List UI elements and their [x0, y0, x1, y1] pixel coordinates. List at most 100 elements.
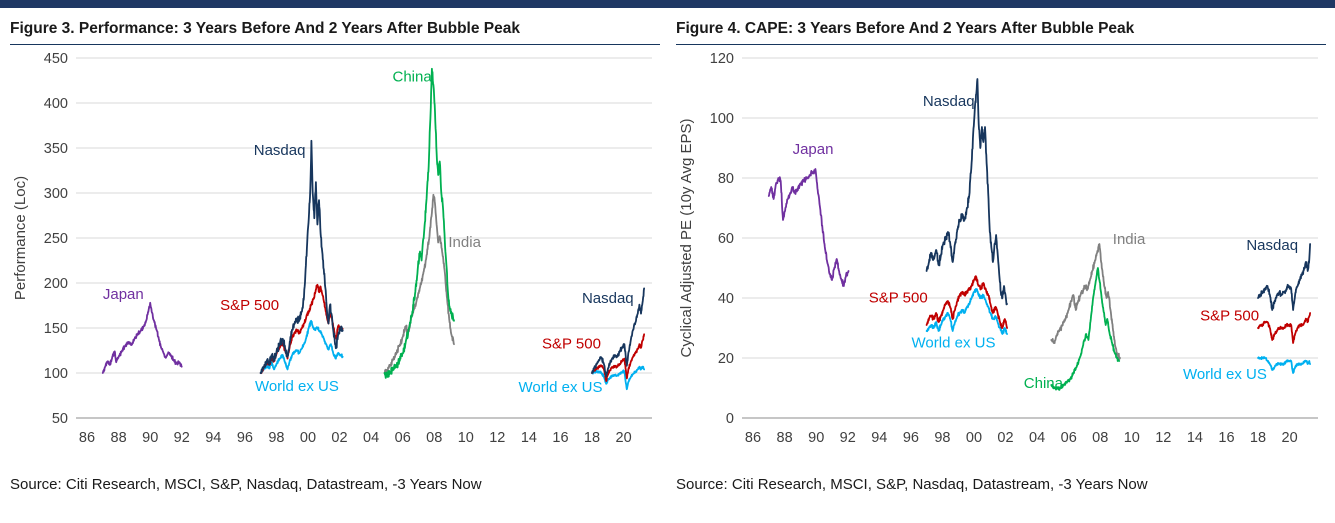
- y-tick-label: 400: [44, 96, 68, 112]
- x-tick-label: 88: [777, 430, 793, 446]
- x-tick-label: 06: [1061, 430, 1077, 446]
- series-line-china: [1050, 267, 1121, 391]
- y-axis-title: Cyclical Adjusted PE (10y Avg EPS): [678, 118, 695, 357]
- series-line-sp500: [1257, 312, 1311, 344]
- x-tick-label: 86: [79, 430, 95, 446]
- series-label: S&P 500: [542, 336, 601, 353]
- x-tick-label: 12: [1155, 430, 1171, 446]
- series-line-sp500: [925, 275, 1009, 329]
- y-tick-label: 250: [44, 231, 68, 247]
- x-tick-label: 14: [1187, 430, 1203, 446]
- y-tick-label: 100: [710, 111, 734, 127]
- x-tick-label: 90: [808, 430, 824, 446]
- x-tick-label: 96: [903, 430, 919, 446]
- series-line-china: [383, 67, 455, 379]
- y-tick-label: 450: [44, 51, 68, 67]
- x-tick-label: 10: [458, 430, 474, 446]
- figure-4-cape-chart: 0 20 40 60 80 100 120 86 88 90 92 94 96 98 00 02 04 06 08 1…: [678, 51, 1318, 446]
- x-tick-label: 92: [840, 430, 856, 446]
- x-tick-label: 02: [997, 430, 1013, 446]
- x-tick-label: 92: [174, 430, 190, 446]
- series-line-nasdaq: [925, 78, 1009, 306]
- series-line-japan: [101, 301, 183, 374]
- x-tick-label: 94: [871, 430, 887, 446]
- x-tick-label: 08: [1092, 430, 1108, 446]
- x-tick-label: 00: [966, 430, 982, 446]
- series-line-india: [1050, 243, 1121, 361]
- x-tick-label: 96: [237, 430, 253, 446]
- x-tick-label: 00: [300, 430, 316, 446]
- figure-4-title: Figure 4. CAPE: 3 Years Before And 2 Yea…: [676, 20, 1326, 45]
- x-tick-label: 02: [331, 430, 347, 446]
- top-accent-bar: [0, 0, 1335, 8]
- y-tick-label: 60: [718, 231, 734, 247]
- y-tick-label: 350: [44, 141, 68, 157]
- research-report-page: Figure 3. Performance: 3 Years Before An…: [0, 0, 1335, 493]
- figure-3-panel: Figure 3. Performance: 3 Years Before An…: [10, 20, 660, 493]
- figure-4-panel: Figure 4. CAPE: 3 Years Before And 2 Yea…: [676, 20, 1326, 493]
- x-tick-label: 94: [205, 430, 221, 446]
- x-tick-label: 12: [489, 430, 505, 446]
- series-line-sp500: [591, 333, 645, 383]
- x-tick-label: 98: [934, 430, 950, 446]
- series-label: S&P 500: [1200, 308, 1259, 325]
- figure-3-source: Source: Citi Research, MSCI, S&P, Nasdaq…: [10, 476, 482, 493]
- x-tick-label: 90: [142, 430, 158, 446]
- series-label: Nasdaq: [1246, 237, 1298, 254]
- x-tick-label: 14: [521, 430, 537, 446]
- x-tick-label: 16: [552, 430, 568, 446]
- series-label: S&P 500: [869, 290, 928, 307]
- y-axis-title: Performance (Loc): [12, 176, 29, 300]
- series-label: World ex US: [1183, 366, 1267, 383]
- series-line-nasdaq: [591, 287, 645, 378]
- series-label: World ex US: [912, 335, 996, 352]
- x-tick-label: 88: [111, 430, 127, 446]
- figure-4-source: Source: Citi Research, MSCI, S&P, Nasdaq…: [676, 476, 1148, 493]
- y-tick-label: 100: [44, 366, 68, 382]
- x-tick-label: 20: [1282, 430, 1298, 446]
- series-label: S&P 500: [220, 297, 279, 314]
- y-tick-label: 40: [718, 291, 734, 307]
- series-line-world: [925, 288, 1009, 335]
- figure-3-performance-chart: 50 100 150 200 250 300 350 400 450 86 88 90 92 94 96 98…: [12, 51, 652, 446]
- series-line-world: [591, 365, 645, 391]
- y-tick-label: 0: [726, 411, 734, 427]
- x-tick-label: 20: [616, 430, 632, 446]
- x-tick-label: 04: [1029, 430, 1045, 446]
- series-line-nasdaq: [1257, 243, 1311, 311]
- y-tick-label: 150: [44, 321, 68, 337]
- series-line-world: [259, 319, 344, 374]
- x-tick-label: 98: [268, 430, 284, 446]
- x-tick-label: 06: [395, 430, 411, 446]
- y-tick-label: 20: [718, 351, 734, 367]
- series-line-japan: [767, 168, 850, 287]
- x-tick-label: 08: [426, 430, 442, 446]
- x-tick-label: 04: [363, 430, 379, 446]
- figure-3-title: Figure 3. Performance: 3 Years Before An…: [10, 20, 660, 45]
- series-line-india: [383, 193, 455, 375]
- y-tick-label: 300: [44, 186, 68, 202]
- series-label: Japan: [793, 141, 834, 158]
- y-tick-label: 50: [52, 411, 68, 427]
- y-tick-label: 80: [718, 171, 734, 187]
- series-label: Nasdaq: [582, 290, 634, 307]
- series-label: India: [448, 234, 481, 251]
- y-tick-label: 200: [44, 276, 68, 292]
- series-line-world: [1257, 356, 1311, 374]
- series-label: Japan: [103, 286, 144, 303]
- x-tick-label: 10: [1124, 430, 1140, 446]
- series-line-nasdaq: [259, 139, 344, 375]
- series-label: China: [1024, 375, 1064, 392]
- figures-row: Figure 3. Performance: 3 Years Before An…: [0, 8, 1335, 493]
- series-label: World ex US: [519, 379, 603, 396]
- series-label: World ex US: [255, 378, 339, 395]
- series-label: Nasdaq: [923, 93, 975, 110]
- x-tick-label: 18: [584, 430, 600, 446]
- y-tick-label: 120: [710, 51, 734, 67]
- series-label: China: [392, 68, 432, 85]
- x-tick-label: 16: [1218, 430, 1234, 446]
- x-tick-label: 18: [1250, 430, 1266, 446]
- x-tick-label: 86: [745, 430, 761, 446]
- series-label: India: [1113, 231, 1146, 248]
- series-label: Nasdaq: [254, 142, 306, 159]
